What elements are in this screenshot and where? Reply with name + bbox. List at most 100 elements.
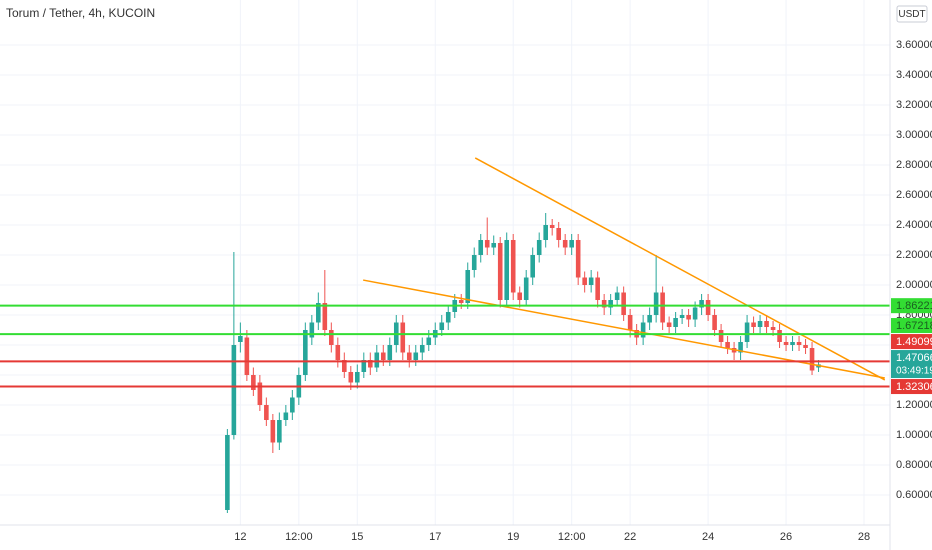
candle-body	[264, 405, 269, 420]
candle-body	[686, 315, 691, 320]
y-tick-label: 1.00000	[896, 429, 932, 441]
candle-body	[705, 300, 711, 315]
candle-body	[517, 292, 523, 300]
candle-body	[303, 330, 308, 375]
candle-body	[270, 420, 276, 443]
candle-body	[588, 277, 594, 285]
price-label-box	[891, 318, 932, 334]
candle-body	[348, 372, 354, 383]
candle-body	[575, 240, 581, 278]
candle-body	[406, 352, 412, 360]
candle-body	[796, 342, 802, 345]
x-tick-label: 15	[351, 531, 363, 543]
level-label: 1.49099	[896, 336, 932, 348]
candle-body	[549, 225, 555, 228]
chart-title: Torum / Tether, 4h, KUCOIN	[6, 6, 155, 20]
candle-body	[595, 277, 600, 300]
candle-body	[354, 372, 360, 383]
x-tick-label: 28	[858, 531, 870, 543]
candle-body	[653, 292, 659, 315]
candle-body	[380, 352, 386, 360]
candle-body	[342, 360, 347, 372]
countdown-label: 03:49:19	[896, 366, 932, 377]
price-label-box	[891, 298, 932, 314]
candle-body	[582, 277, 587, 285]
y-tick-label: 2.40000	[896, 219, 932, 231]
y-tick-label: 2.60000	[896, 189, 932, 201]
candle-body	[277, 420, 282, 443]
candle-body	[608, 300, 613, 308]
candle-body	[231, 345, 237, 435]
x-tick-label: 12:00	[558, 531, 586, 543]
candle-body	[627, 315, 633, 330]
x-tick-label: 12:00	[285, 531, 313, 543]
candle-body	[809, 348, 815, 371]
y-tick-label: 3.00000	[896, 129, 932, 141]
candle-body	[251, 375, 256, 390]
candle-body	[283, 412, 289, 420]
candle-body	[738, 342, 743, 353]
candle-body	[322, 303, 328, 330]
y-tick-label: 2.80000	[896, 159, 932, 171]
level-label: 1.32306	[896, 381, 932, 393]
candle-body	[744, 322, 750, 342]
candle-body	[257, 382, 263, 405]
candle-body	[647, 315, 652, 323]
x-tick-label: 24	[702, 531, 714, 543]
x-tick-label: 19	[507, 531, 519, 543]
candle-body	[504, 240, 510, 300]
candle-body	[699, 300, 704, 308]
candle-body	[569, 240, 574, 248]
candle-body	[329, 330, 334, 345]
candle-body	[673, 318, 678, 327]
price-label-box	[891, 334, 932, 350]
candle-body	[777, 330, 782, 342]
candle-body	[367, 360, 373, 368]
candle-body	[640, 322, 646, 338]
candle-body	[335, 345, 341, 360]
candle-body	[660, 292, 665, 323]
candle-body	[718, 330, 724, 342]
trend-line	[474, 157, 886, 381]
candle-body	[238, 336, 243, 342]
x-tick-label: 22	[624, 531, 636, 543]
candle-body	[465, 270, 471, 303]
x-tick-label: 26	[780, 531, 792, 543]
candle-body	[770, 327, 776, 330]
candle-body	[783, 342, 789, 345]
candle-body	[419, 345, 425, 353]
candle-body	[413, 352, 419, 360]
plot-area	[0, 157, 890, 513]
candle-body	[478, 240, 484, 255]
y-tick-label: 3.40000	[896, 69, 932, 81]
currency-box[interactable]	[896, 5, 928, 23]
y-tick-label: 0.80000	[896, 459, 932, 471]
level-label: 1.86221	[896, 300, 932, 312]
y-tick-label: 2.00000	[896, 279, 932, 291]
candle-body	[309, 322, 315, 338]
candle-body	[757, 321, 763, 327]
candle-body	[621, 292, 626, 315]
candle-body	[692, 307, 698, 320]
candle-body	[361, 360, 367, 372]
candle-body	[374, 352, 380, 368]
candle-body	[316, 303, 321, 323]
candle-body	[225, 435, 230, 510]
level-label: 1.67218	[896, 320, 932, 332]
y-tick-label: 0.60000	[896, 489, 932, 501]
candle-body	[601, 300, 607, 308]
candle-body	[679, 315, 685, 318]
candle-body	[426, 337, 432, 345]
candle-body	[523, 277, 529, 300]
candle-body	[803, 345, 808, 348]
x-tick-label: 17	[429, 531, 441, 543]
currency: USDT	[898, 9, 925, 20]
candle-body	[562, 240, 568, 248]
price-label-box	[891, 350, 932, 379]
candle-body	[244, 337, 250, 375]
candle-body	[290, 397, 295, 413]
candle-body	[614, 292, 620, 300]
candle-body	[666, 322, 672, 327]
y-tick-label: 3.20000	[896, 99, 932, 111]
candle-body	[497, 243, 503, 300]
